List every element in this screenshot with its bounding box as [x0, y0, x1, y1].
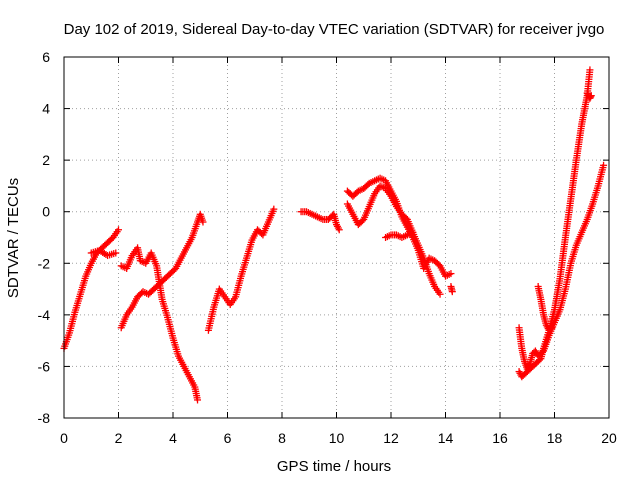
- y-tick-label: 4: [42, 101, 50, 117]
- y-tick-label: -6: [38, 358, 51, 374]
- x-tick-label: 18: [547, 430, 563, 446]
- y-tick-labels: -8 -6 -4 -2 0 2 4 6: [38, 49, 51, 426]
- series-trace-14: [583, 89, 595, 102]
- y-tick-label: 2: [42, 152, 50, 168]
- x-tick-label: 0: [60, 430, 68, 446]
- y-tick-label: 6: [42, 49, 50, 65]
- axis-ticks: [63, 56, 610, 419]
- data-point: [548, 324, 556, 332]
- y-tick-label: -2: [38, 255, 51, 271]
- y-axis-label: SDTVAR / TECUs: [5, 178, 22, 298]
- data-point: [586, 66, 594, 74]
- data-point: [409, 228, 417, 236]
- data-point: [270, 205, 278, 213]
- x-tick-label: 20: [601, 430, 617, 446]
- series-trace-9: [382, 228, 417, 241]
- data-marks: [60, 66, 608, 404]
- series-trace-3: [117, 244, 202, 404]
- y-tick-label: -8: [38, 410, 51, 426]
- x-tick-label: 2: [115, 430, 123, 446]
- series-trace-13: [534, 282, 556, 334]
- series-trace-5: [204, 205, 278, 334]
- series-trace-4: [117, 210, 207, 332]
- series-trace-6: [297, 208, 343, 234]
- data-point: [436, 290, 444, 298]
- x-tick-label: 16: [492, 430, 508, 446]
- x-tick-label: 4: [169, 430, 177, 446]
- data-point: [447, 270, 455, 278]
- data-point: [335, 226, 343, 234]
- y-tick-label: -4: [38, 307, 51, 323]
- y-tick-label: 0: [42, 204, 50, 220]
- data-point: [112, 249, 120, 257]
- data-point: [199, 218, 207, 226]
- data-point: [587, 92, 595, 100]
- x-tick-labels: 0 2 4 6 8 10 12 14 16 18 20: [60, 430, 617, 446]
- data-point: [600, 161, 608, 169]
- data-point: [546, 325, 554, 333]
- series-trace-10: [447, 282, 456, 296]
- x-tick-label: 6: [224, 430, 232, 446]
- x-axis-label: GPS time / hours: [277, 458, 391, 475]
- data-point: [115, 226, 122, 234]
- data-point: [448, 288, 456, 296]
- series-trace-8: [343, 182, 444, 298]
- data-point: [587, 93, 595, 101]
- x-tick-label: 14: [438, 430, 454, 446]
- data-point: [194, 396, 202, 404]
- series-trace-2: [87, 246, 120, 260]
- x-tick-label: 10: [329, 430, 345, 446]
- x-tick-label: 12: [383, 430, 399, 446]
- chart-title: Day 102 of 2019, Sidereal Day-to-day VTE…: [64, 21, 605, 38]
- x-tick-label: 8: [278, 430, 286, 446]
